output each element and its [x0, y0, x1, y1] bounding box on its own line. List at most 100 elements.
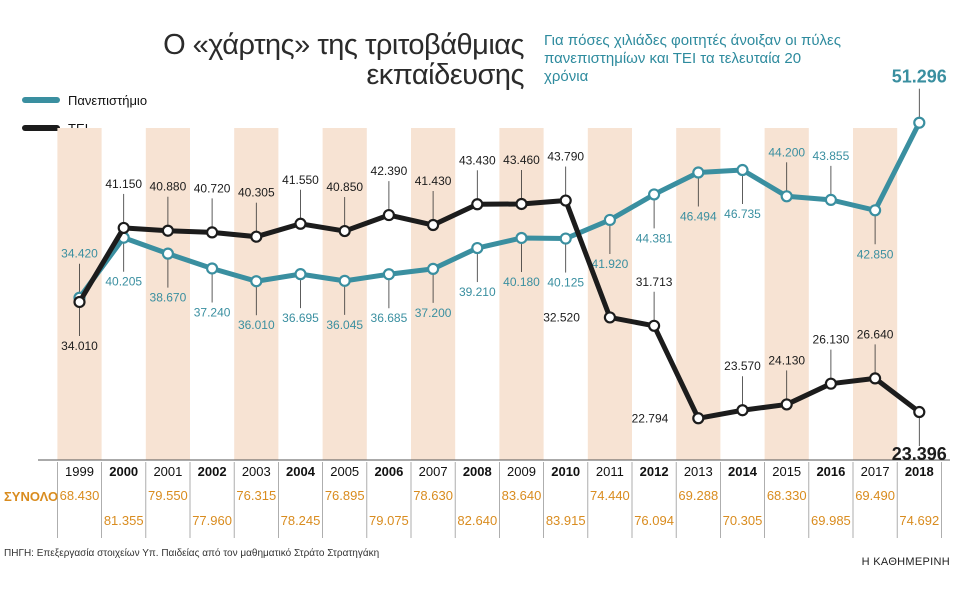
data-point-university — [338, 274, 351, 287]
data-point-university — [471, 241, 484, 255]
x-tick-label: 2003 — [242, 464, 271, 479]
data-label-tei: 22.794 — [632, 411, 669, 425]
total-value-label: 77.960 — [192, 513, 232, 528]
data-label-university: 46.494 — [680, 210, 717, 224]
data-point-university — [294, 268, 307, 281]
x-tick-label: 2004 — [286, 464, 316, 479]
data-point-university — [647, 188, 661, 201]
chart-title-line2: εκπαίδευσης — [366, 59, 524, 91]
data-point-tei — [736, 404, 749, 417]
data-label-university: 40.205 — [105, 275, 142, 289]
data-label-university: 37.200 — [415, 306, 452, 320]
data-point-tei — [559, 194, 572, 207]
data-label-university: 40.125 — [547, 276, 584, 290]
total-value-label: 76.094 — [634, 513, 674, 528]
data-point-tei — [338, 224, 351, 238]
data-point-university — [250, 275, 263, 288]
total-value-label: 68.330 — [767, 488, 807, 503]
total-row-label: ΣΥΝΟΛΟ — [4, 489, 59, 504]
total-value-label: 78.630 — [413, 488, 453, 503]
data-label-university: 46.735 — [724, 207, 761, 221]
data-point-university — [824, 193, 838, 206]
data-label-tei: 26.640 — [857, 327, 894, 341]
data-point-university — [161, 247, 174, 260]
x-tick-label: 2018 — [905, 464, 934, 479]
data-label-university: 37.240 — [194, 305, 231, 319]
data-point-university — [382, 268, 395, 281]
data-label-tei: 23.396 — [892, 444, 947, 464]
data-label-tei: 40.305 — [238, 186, 275, 200]
total-value-label: 70.305 — [723, 513, 763, 528]
data-label-university: 36.045 — [326, 318, 363, 332]
series-university: 34.420 40.205 38.670 37.240 36.010 36.695 36.0… — [61, 67, 947, 333]
total-value-label: 83.915 — [546, 513, 586, 528]
total-value-label: 82.640 — [457, 513, 497, 528]
source-note: ΠΗΓΗ: Επεξεργασία στοιχείων Υπ. Παιδείας… — [4, 548, 380, 559]
data-label-tei: 41.430 — [415, 174, 452, 188]
data-point-university — [868, 204, 882, 217]
x-tick-label: 2000 — [109, 464, 138, 479]
x-tick-label: 2009 — [507, 464, 536, 479]
data-label-university: 43.855 — [813, 149, 850, 163]
chart-title: Ο «χάρτης» της τριτοβάθμιας εκπαίδευσης — [104, 30, 524, 90]
data-label-tei: 31.713 — [636, 275, 673, 289]
series-line-university — [77, 120, 922, 301]
total-value-label: 76.895 — [325, 488, 365, 503]
total-value-label: 78.245 — [281, 513, 321, 528]
total-value-label: 74.440 — [590, 488, 630, 503]
legend-swatch-university — [22, 97, 60, 103]
data-label-university: 41.920 — [592, 257, 629, 271]
data-label-university: 36.010 — [238, 318, 275, 332]
data-point-tei — [913, 405, 926, 419]
data-point-tei — [427, 218, 440, 232]
data-point-university — [427, 262, 440, 275]
x-tick-label: 2017 — [861, 464, 890, 479]
data-point-tei — [515, 197, 528, 211]
total-value-label: 81.355 — [104, 513, 144, 528]
data-label-tei: 23.570 — [724, 359, 761, 373]
column-band — [145, 128, 190, 460]
chart-subtitle: Για πόσες χιλιάδες φοιτητές άνοιξαν οι π… — [544, 32, 841, 85]
data-point-university — [559, 232, 572, 245]
data-label-tei: 32.520 — [543, 310, 580, 324]
x-tick-label: 2006 — [374, 464, 403, 479]
data-point-university — [736, 163, 749, 177]
x-tick-label: 2010 — [551, 464, 580, 479]
data-point-tei — [250, 230, 263, 243]
data-label-university: 38.670 — [150, 291, 187, 305]
x-tick-label: 2012 — [640, 464, 669, 479]
total-value-label: 79.075 — [369, 513, 409, 528]
x-tick-label: 2007 — [419, 464, 448, 479]
x-tick-label: 2002 — [198, 464, 227, 479]
data-label-university: 44.381 — [636, 231, 673, 245]
data-point-tei — [780, 398, 793, 411]
data-point-tei — [161, 224, 174, 237]
publisher-brand: Η ΚΑΘΗΜΕΡΙΝΗ — [861, 556, 950, 568]
data-label-tei: 40.880 — [150, 180, 187, 194]
data-label-tei: 34.010 — [61, 339, 98, 353]
x-tick-label: 2005 — [330, 464, 359, 479]
data-point-university — [692, 166, 705, 179]
legend-item-university: Πανεπιστήμιο — [22, 90, 147, 110]
data-point-tei — [647, 319, 661, 332]
data-label-tei: 40.720 — [194, 181, 231, 195]
data-point-university — [206, 262, 219, 275]
data-point-tei — [471, 198, 484, 211]
column-band — [587, 128, 632, 460]
x-tick-label: 2011 — [596, 464, 624, 479]
x-tick-label: 2001 — [153, 464, 182, 479]
total-value-label: 69.490 — [855, 488, 895, 503]
x-tick-label: 2014 — [728, 464, 758, 479]
data-point-tei — [294, 217, 307, 230]
total-value-label: 83.640 — [502, 488, 542, 503]
x-tick-label: 2016 — [816, 464, 845, 479]
data-label-university: 36.695 — [282, 311, 319, 325]
data-point-tei — [73, 295, 86, 309]
x-axis: 1999 68.430 2000 81.355 2001 79.550 2002 77.960… — [57, 462, 942, 538]
total-value-label: 68.430 — [60, 488, 100, 503]
legend-swatch-tei — [22, 125, 60, 131]
x-tick-label: 1999 — [65, 464, 94, 479]
data-point-university — [603, 213, 617, 227]
data-label-university: 36.685 — [371, 311, 408, 325]
data-point-university — [780, 190, 793, 203]
